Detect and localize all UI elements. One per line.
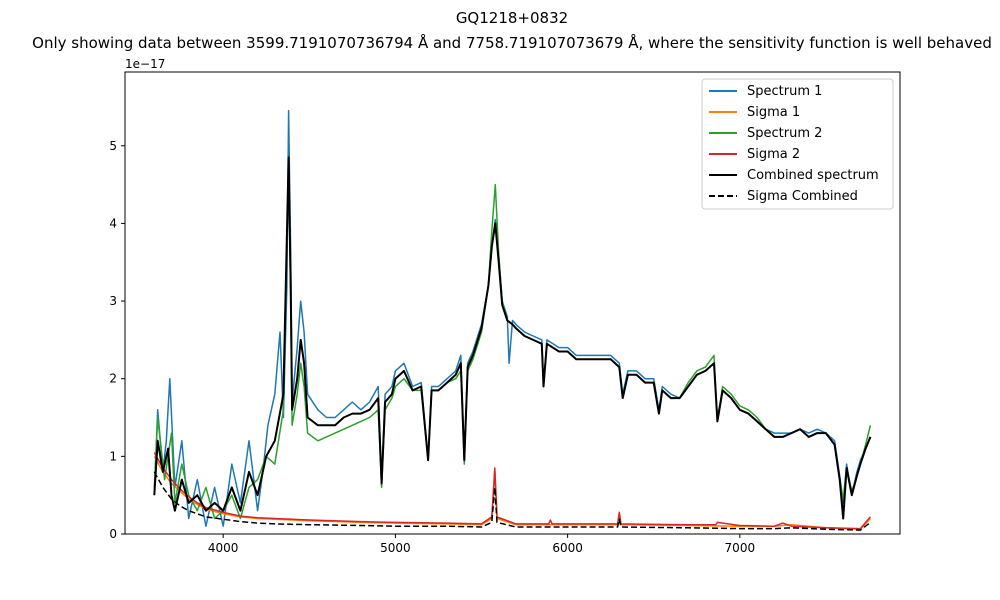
x-tick-label: 7000 (725, 541, 756, 555)
plot-frame (124, 71, 901, 535)
legend: Spectrum 1 Sigma 1 Spectrum 2 Sigma 2 Combin… (701, 78, 894, 210)
legend-label: Spectrum 2 (747, 126, 822, 141)
y-tick-label: 5 (109, 139, 117, 153)
x-tick-label: 6000 (552, 541, 583, 555)
x-tick-label: 4000 (208, 541, 239, 555)
legend-label: Sigma 2 (747, 147, 800, 162)
legend-label: Sigma Combined (747, 189, 858, 204)
series-line-sigma-combined (153, 471, 871, 531)
series-line-combined-spectrum (153, 156, 872, 520)
y-tick-label: 3 (109, 294, 117, 308)
chart-subtitle: Only showing data between 3599.719107073… (32, 33, 992, 52)
y-tick-label: 4 (109, 216, 117, 230)
legend-box (701, 78, 894, 210)
legend-label: Combined spectrum (747, 168, 879, 183)
legend-label: Spectrum 1 (747, 84, 822, 99)
y-tick-label: 2 (109, 372, 117, 386)
y-axis: 0 1 2 3 4 5 (109, 139, 125, 541)
y-tick-label: 0 (109, 527, 117, 541)
y-axis-offset-label: 1e−17 (125, 57, 165, 71)
y-tick-label: 1 (109, 449, 117, 463)
series-line-spectrum-2 (153, 168, 872, 520)
series-layer (153, 110, 872, 531)
x-axis: 4000 5000 6000 7000 (208, 534, 755, 555)
x-tick-label: 5000 (380, 541, 411, 555)
chart-title: GQ1218+0832 (456, 9, 568, 27)
legend-label: Sigma 1 (747, 105, 800, 120)
